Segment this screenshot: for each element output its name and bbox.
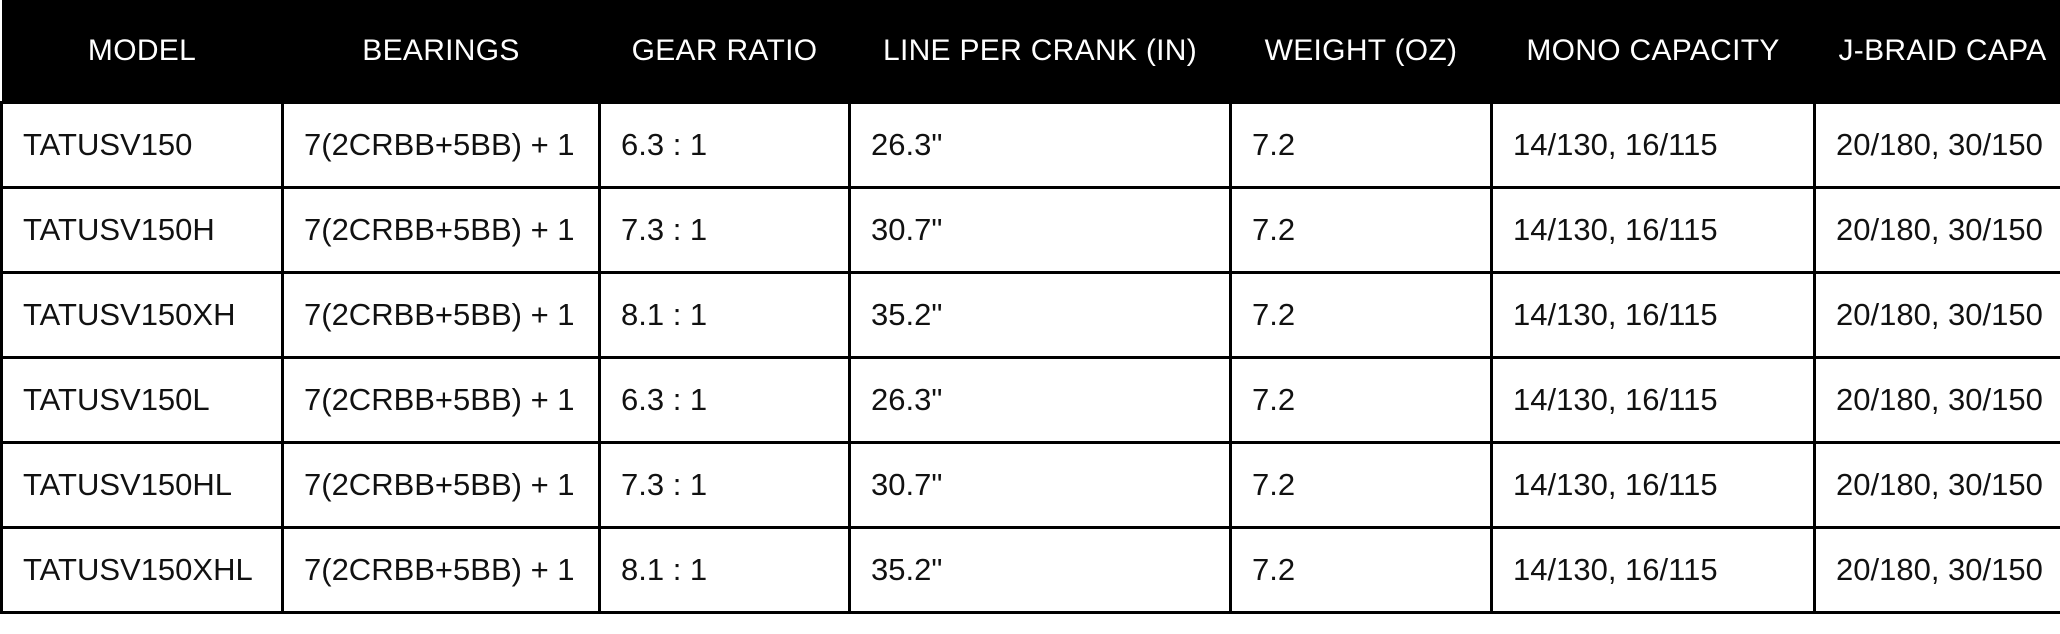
cell-line-per-crank: 30.7" [848, 441, 1232, 529]
cell-weight: 7.2 [1229, 186, 1493, 274]
cell-gear-ratio: 6.3 : 1 [598, 101, 851, 189]
cell-weight: 7.2 [1229, 356, 1493, 444]
cell-bearings: 7(2CRBB+5BB) + 1 [281, 526, 601, 614]
cell-jbraid-capacity: 20/180, 30/150 [1813, 356, 2060, 444]
cell-mono-capacity: 14/130, 16/115 [1490, 356, 1816, 444]
cell-jbraid-capacity: 20/180, 30/150 [1813, 101, 2060, 189]
table-row: TATUSV150HL 7(2CRBB+5BB) + 1 7.3 : 1 30.7" 7… [0, 441, 2060, 529]
cell-jbraid-capacity: 20/180, 30/150 [1813, 526, 2060, 614]
cell-mono-capacity: 14/130, 16/115 [1490, 101, 1816, 189]
cell-mono-capacity: 14/130, 16/115 [1490, 271, 1816, 359]
header-row: MODEL BEARINGS GEAR RATIO LINE PER CRANK… [1, 0, 2060, 103]
cell-line-per-crank: 35.2" [848, 271, 1232, 359]
specs-table: MODEL BEARINGS GEAR RATIO LINE PER CRANK… [0, 0, 2060, 614]
header-line-per-crank: LINE PER CRANK (IN) [849, 0, 1231, 103]
table-row: TATUSV150XH 7(2CRBB+5BB) + 1 8.1 : 1 35.2" 7… [0, 271, 2060, 359]
cell-bearings: 7(2CRBB+5BB) + 1 [281, 356, 601, 444]
cell-line-per-crank: 35.2" [848, 526, 1232, 614]
cell-line-per-crank: 30.7" [848, 186, 1232, 274]
table-row: TATUSV150 7(2CRBB+5BB) + 1 6.3 : 1 26.3" 7.2… [0, 101, 2060, 189]
cell-model: TATUSV150XH [0, 271, 284, 359]
header-weight: WEIGHT (OZ) [1230, 0, 1492, 103]
cell-jbraid-capacity: 20/180, 30/150 [1813, 186, 2060, 274]
header-model: MODEL [1, 0, 283, 103]
cell-jbraid-capacity: 20/180, 30/150 [1813, 271, 2060, 359]
cell-bearings: 7(2CRBB+5BB) + 1 [281, 441, 601, 529]
cell-bearings: 7(2CRBB+5BB) + 1 [281, 101, 601, 189]
cell-model: TATUSV150H [0, 186, 284, 274]
cell-mono-capacity: 14/130, 16/115 [1490, 441, 1816, 529]
cell-gear-ratio: 7.3 : 1 [598, 441, 851, 529]
cell-line-per-crank: 26.3" [848, 101, 1232, 189]
cell-weight: 7.2 [1229, 526, 1493, 614]
cell-weight: 7.2 [1229, 441, 1493, 529]
cell-model: TATUSV150L [0, 356, 284, 444]
cell-model: TATUSV150HL [0, 441, 284, 529]
header-bearings: BEARINGS [282, 0, 600, 103]
header-mono-capacity: MONO CAPACITY [1491, 0, 1815, 103]
cell-mono-capacity: 14/130, 16/115 [1490, 186, 1816, 274]
cell-model: TATUSV150 [0, 101, 284, 189]
cell-gear-ratio: 8.1 : 1 [598, 271, 851, 359]
table-row: TATUSV150XHL 7(2CRBB+5BB) + 1 8.1 : 1 35.2"… [0, 526, 2060, 614]
cell-gear-ratio: 6.3 : 1 [598, 356, 851, 444]
table-row: TATUSV150L 7(2CRBB+5BB) + 1 6.3 : 1 26.3" 7.… [0, 356, 2060, 444]
cell-line-per-crank: 26.3" [848, 356, 1232, 444]
cell-bearings: 7(2CRBB+5BB) + 1 [281, 186, 601, 274]
cell-bearings: 7(2CRBB+5BB) + 1 [281, 271, 601, 359]
cell-gear-ratio: 8.1 : 1 [598, 526, 851, 614]
table-row: TATUSV150H 7(2CRBB+5BB) + 1 7.3 : 1 30.7" 7.… [0, 186, 2060, 274]
cell-weight: 7.2 [1229, 271, 1493, 359]
cell-weight: 7.2 [1229, 101, 1493, 189]
header-jbraid-capacity: J-BRAID CAPA [1814, 0, 2060, 103]
cell-jbraid-capacity: 20/180, 30/150 [1813, 441, 2060, 529]
cell-model: TATUSV150XHL [0, 526, 284, 614]
cell-mono-capacity: 14/130, 16/115 [1490, 526, 1816, 614]
cell-gear-ratio: 7.3 : 1 [598, 186, 851, 274]
header-gear-ratio: GEAR RATIO [599, 0, 850, 103]
